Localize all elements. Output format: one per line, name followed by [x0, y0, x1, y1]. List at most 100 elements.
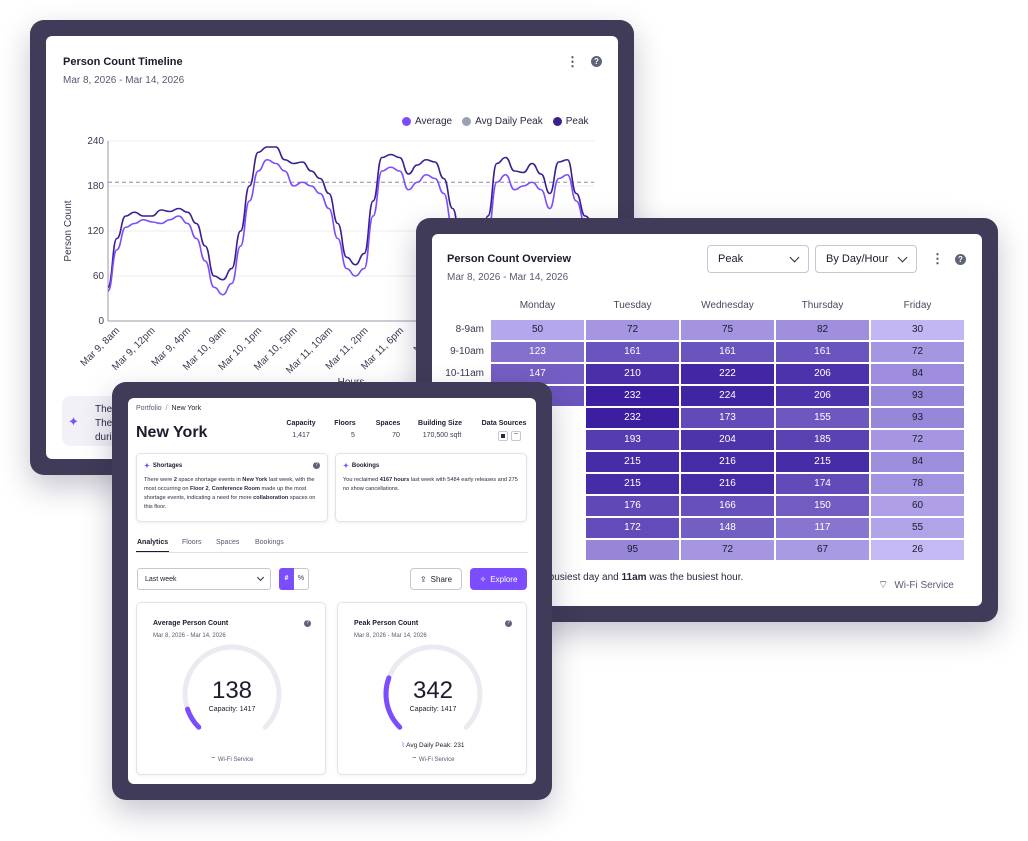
tab-bookings[interactable]: Bookings	[255, 539, 284, 546]
gauge-fill	[185, 706, 202, 730]
metric-select[interactable]: Peak	[707, 245, 809, 273]
grouping-select-value: By Day/Hour	[826, 253, 889, 265]
heatmap-cell[interactable]: 50	[491, 320, 584, 340]
more-options-icon[interactable]: ⋮	[566, 54, 579, 69]
help-icon[interactable]: ?	[955, 254, 966, 265]
stat-spaces-label: Spaces	[375, 420, 401, 427]
explore-button[interactable]: ✧ Explore	[470, 568, 527, 590]
period-select[interactable]: Last week	[137, 568, 271, 590]
heatmap-cell[interactable]: 206	[776, 386, 869, 406]
heatmap-cell[interactable]: 166	[681, 496, 774, 516]
source-label: Wi-Fi Service	[217, 757, 254, 763]
heatmap-cell[interactable]: 155	[776, 408, 869, 428]
heatmap-cell[interactable]: 161	[681, 342, 774, 362]
help-icon[interactable]: ?	[591, 56, 602, 67]
heatmap-cell[interactable]: 185	[776, 430, 869, 450]
gauge-track	[182, 644, 282, 730]
help-icon[interactable]: ?	[304, 620, 311, 627]
heatmap-column-label: Tuesday	[613, 300, 652, 311]
heatmap-cell[interactable]: 60	[871, 496, 964, 516]
heatmap-cell[interactable]: 150	[776, 496, 869, 516]
heatmap-cell[interactable]: 55	[871, 518, 964, 538]
share-button[interactable]: ⇪ Share	[410, 568, 462, 590]
heatmap-cell[interactable]: 193	[586, 430, 679, 450]
heatmap-row-label: 10-11am	[445, 368, 484, 379]
heatmap-cell[interactable]: 224	[681, 386, 774, 406]
heatmap-cell[interactable]: 174	[776, 474, 869, 494]
heatmap-cell[interactable]: 216	[681, 474, 774, 494]
legend-item-average[interactable]: Average	[402, 116, 452, 127]
heatmap-cell[interactable]: 206	[776, 364, 869, 384]
heatmap-cell[interactable]: 67	[776, 540, 869, 560]
heatmap-cell[interactable]: 78	[871, 474, 964, 494]
heatmap-cell[interactable]: 161	[586, 342, 679, 362]
heatmap-cell[interactable]: 173	[681, 408, 774, 428]
more-options-icon[interactable]: ⋮	[931, 251, 944, 266]
help-icon[interactable]: ?	[505, 620, 512, 627]
heatmap-cell[interactable]: 117	[776, 518, 869, 538]
heatmap-cell[interactable]: 72	[871, 342, 964, 362]
tabs-divider	[136, 552, 528, 553]
tab-analytics-underline	[136, 551, 169, 553]
heatmap-grid: Monday Tuesday Wednesday Thursday Friday 8-9a…	[432, 234, 982, 606]
stat-building-size-label: Building Size	[418, 420, 462, 427]
heatmap-cell[interactable]: 176	[586, 496, 679, 516]
grouping-select[interactable]: By Day/Hour	[815, 245, 917, 273]
avg-source: ⌔ Wi-Fi Service	[137, 755, 327, 763]
wifi-icon: ⌔	[511, 431, 521, 441]
heatmap-cell[interactable]: 75	[681, 320, 774, 340]
gauge-fill	[383, 675, 403, 730]
heatmap-cell[interactable]: 93	[871, 386, 964, 406]
heatmap-cell[interactable]: 204	[681, 430, 774, 450]
legend-item-peak[interactable]: Peak	[552, 116, 589, 127]
timeline-date-range: Mar 8, 2026 - Mar 14, 2026	[63, 75, 185, 86]
heatmap-cell[interactable]: 123	[491, 342, 584, 362]
toggle-percent-button[interactable]: %	[294, 568, 309, 590]
legend-item-avg-daily-peak[interactable]: Avg Daily Peak	[462, 116, 543, 127]
breadcrumb-root[interactable]: Portfolio	[136, 405, 162, 412]
heatmap-cell[interactable]: 84	[871, 452, 964, 472]
heatmap-cell[interactable]: 26	[871, 540, 964, 560]
insight-fragment: during	[95, 432, 123, 443]
heatmap-cell[interactable]: 72	[681, 540, 774, 560]
heatmap-cell[interactable]: 222	[681, 364, 774, 384]
tab-spaces[interactable]: Spaces	[216, 539, 240, 546]
heatmap-cell[interactable]: 172	[586, 518, 679, 538]
tab-analytics[interactable]: Analytics	[137, 539, 169, 546]
heatmap-cell[interactable]: 72	[586, 320, 679, 340]
shortages-text: There were 2 space shortage events in Ne…	[144, 477, 316, 510]
heatmap-cell[interactable]: 82	[776, 320, 869, 340]
legend-dot-peak	[552, 117, 562, 126]
tab-floors[interactable]: Floors	[182, 539, 202, 546]
breadcrumb: Portfolio / New York	[136, 405, 201, 412]
heatmap-cell[interactable]: 216	[681, 452, 774, 472]
heatmap-cell[interactable]: 232	[586, 408, 679, 428]
heatmap-cell[interactable]: 95	[586, 540, 679, 560]
sparkle-icon: ✦	[68, 414, 79, 429]
source-label: Wi-Fi Service	[418, 757, 455, 763]
overview-title: Person Count Overview	[447, 253, 572, 265]
heatmap-cell[interactable]: 215	[586, 452, 679, 472]
heatmap-cell[interactable]: 161	[776, 342, 869, 362]
heatmap-cell[interactable]: 147	[491, 364, 584, 384]
heatmap-cell[interactable]: 215	[776, 452, 869, 472]
heatmap-cell[interactable]: 72	[871, 430, 964, 450]
toggle-number-button[interactable]: #	[279, 568, 294, 590]
stat-spaces-value: 70	[392, 432, 400, 439]
overview-date-range: Mar 8, 2026 - Mar 14, 2026	[447, 272, 569, 283]
timeline-legend: Average Avg Daily Peak Peak	[402, 116, 589, 127]
heatmap-cell[interactable]: 84	[871, 364, 964, 384]
series-line-peak	[107, 146, 595, 289]
heatmap-cell[interactable]: 148	[681, 518, 774, 538]
legend-dot-average	[402, 117, 411, 126]
heatmap-cell[interactable]: 215	[586, 474, 679, 494]
overview-source: ⌔ Wi-Fi Service	[878, 578, 954, 592]
heatmap-cell[interactable]: 93	[871, 408, 964, 428]
help-icon[interactable]: ?	[313, 462, 320, 469]
heatmap-cell[interactable]: 232	[586, 386, 679, 406]
stat-capacity-value: 1,417	[292, 432, 310, 439]
wifi-icon: ⌔	[411, 757, 418, 763]
heatmap-cell[interactable]: 30	[871, 320, 964, 340]
heatmap-cell[interactable]: 210	[586, 364, 679, 384]
